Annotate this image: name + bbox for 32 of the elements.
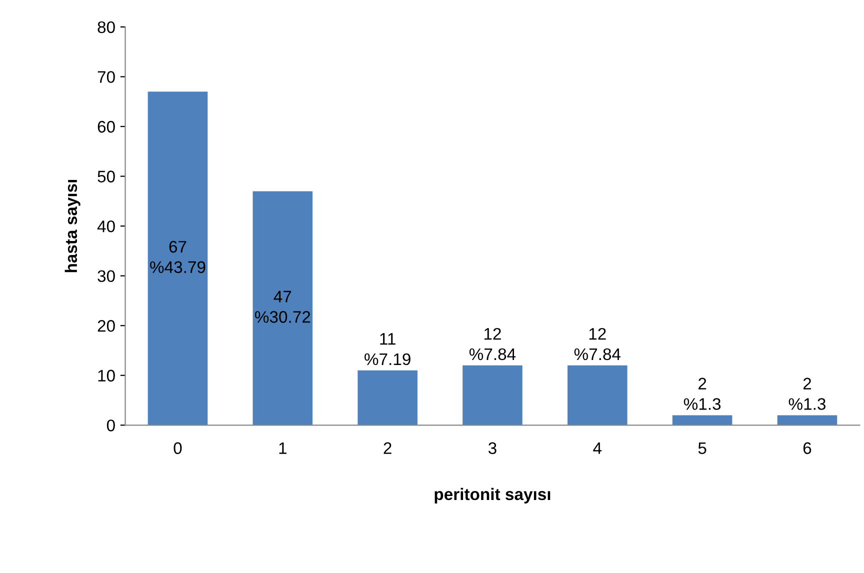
bar — [567, 365, 628, 426]
data-label: 12 %7.84 — [469, 328, 516, 360]
x-tick-label: 4 — [593, 442, 602, 454]
y-tick-label: 80 — [98, 21, 115, 34]
bar — [252, 191, 313, 426]
x-tick-label: 3 — [488, 442, 496, 454]
bar — [777, 415, 838, 426]
data-label: 47 %30.72 — [254, 290, 310, 323]
data-label: 2 %1.3 — [788, 378, 826, 410]
data-label: 12 %7.84 — [574, 328, 621, 360]
y-tick-label: 10 — [98, 370, 115, 382]
data-label: 2 %1.3 — [684, 378, 721, 410]
y-tick-label: 0 — [106, 420, 115, 432]
x-tick-label: 0 — [174, 442, 182, 454]
bar — [672, 415, 732, 426]
y-tick-label: 50 — [98, 170, 115, 182]
x-tick-label: 1 — [279, 442, 286, 454]
data-label: 67 %43.79 — [150, 240, 206, 274]
y-axis-title: hasta sayısı — [64, 180, 80, 272]
y-tick-label: 60 — [98, 120, 115, 133]
y-tick-label: 40 — [97, 220, 115, 232]
y-tick-label: 70 — [98, 71, 115, 83]
bar — [462, 365, 522, 426]
x-axis-title: peritonit sayısı — [434, 488, 550, 504]
x-tick-label: 6 — [803, 442, 812, 454]
y-tick-label: 30 — [98, 270, 115, 282]
data-label: 11 %7.19 — [364, 333, 410, 366]
x-tick-label: 5 — [698, 442, 706, 454]
x-tick-label: 2 — [384, 442, 392, 454]
bar — [358, 370, 418, 426]
bar — [148, 92, 208, 426]
y-tick-label: 20 — [98, 320, 115, 332]
